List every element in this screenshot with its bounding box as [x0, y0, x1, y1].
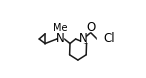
Text: Cl: Cl: [104, 32, 115, 45]
Text: N: N: [56, 32, 65, 45]
Text: O: O: [86, 21, 95, 34]
Bar: [58, 35, 63, 42]
Bar: [97, 35, 110, 42]
Text: Me: Me: [53, 23, 68, 33]
Bar: [81, 35, 85, 42]
Text: N: N: [79, 32, 88, 45]
Bar: [88, 24, 93, 31]
Bar: [54, 24, 67, 32]
